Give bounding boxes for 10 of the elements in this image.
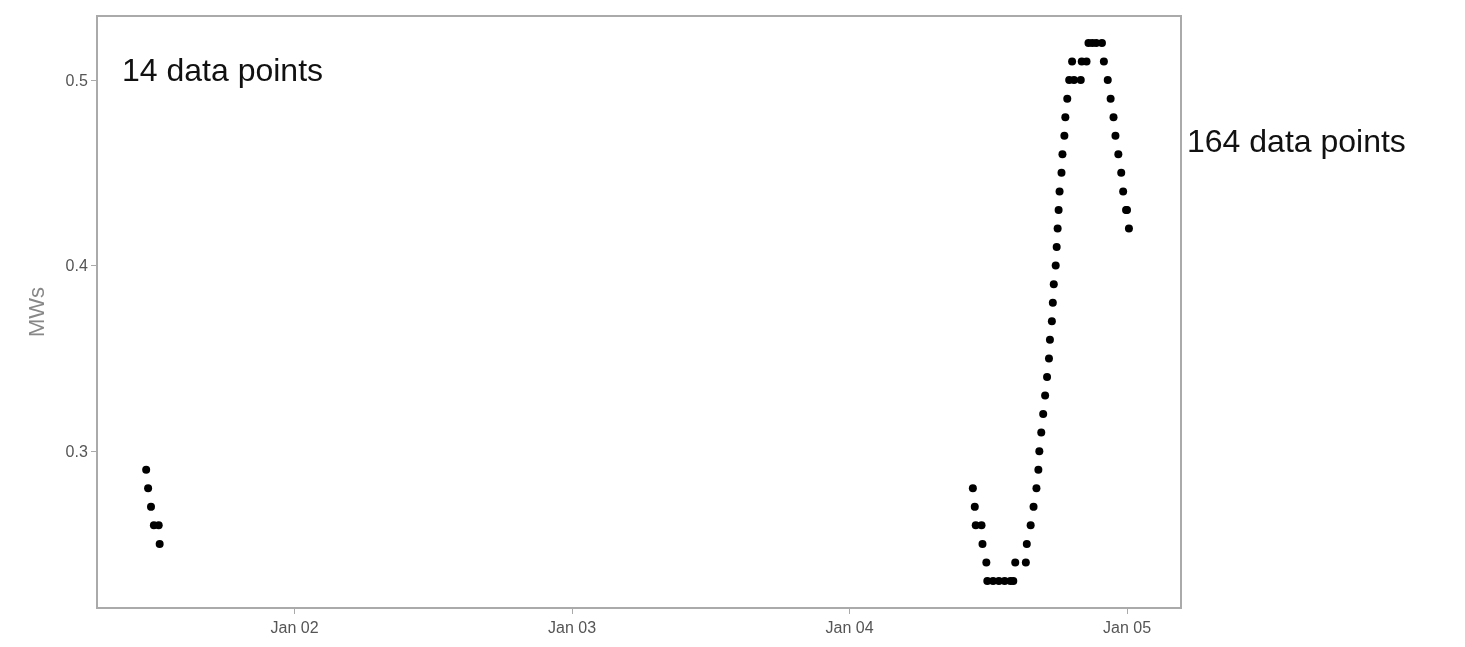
y-axis-title: MWs [23,286,49,338]
y-tick-label: 0.4 [65,257,88,275]
x-tick-label: Jan 03 [548,619,597,637]
x-tick-label: Jan 05 [1102,619,1152,637]
x-tick-label: Jan 02 [270,619,319,637]
x-tick-label: Jan 04 [825,619,874,637]
y-tick-label: 0.3 [65,442,88,460]
y-tick-label: 0.5 [65,71,88,89]
text: 164 data points [1187,123,1406,159]
annotation: 14 data points [122,52,324,88]
